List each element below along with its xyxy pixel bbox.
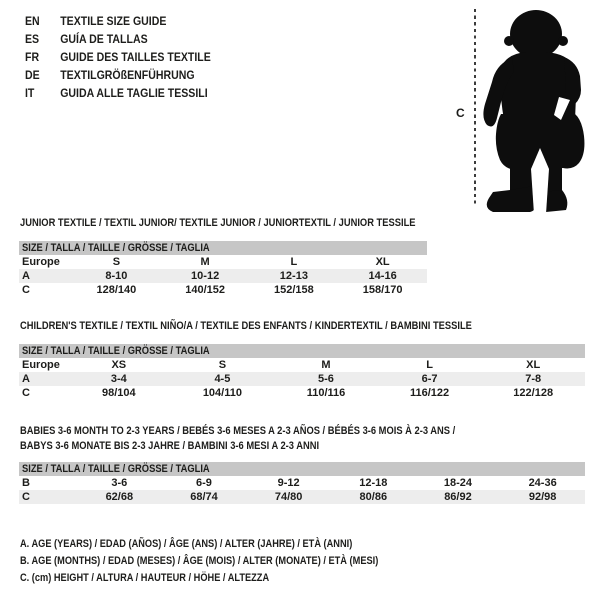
toddler-silhouette-icon [483,10,585,214]
legend-footnotes: A. AGE (YEARS) / EDAD (AÑOS) / ÂGE (ANS)… [20,536,447,587]
footnote-a: A. AGE (YEARS) / EDAD (AÑOS) / ÂGE (ANS)… [20,538,353,550]
size-cell: 74/80 [246,490,331,504]
size-cell: 80/86 [330,490,416,504]
size-cell: 86/92 [415,490,501,504]
size-header-band: SIZE / TALLA / TAILLE / GRÖSSE / TAGLIA [19,462,585,476]
row-label: B [22,477,30,489]
language-row: EN TEXTILE SIZE GUIDE [25,12,211,30]
table-row: C 62/68 68/74 74/80 80/86 86/92 92/98 [19,490,585,504]
size-cell: 68/74 [161,490,247,504]
size-header-cell: SIZE / TALLA / TAILLE / GRÖSSE / TAGLIA [19,241,427,255]
size-cell: 128/140 [96,284,137,296]
height-measure-label: C [456,106,465,120]
size-cell: 62/68 [77,490,162,504]
size-cell: 3-4 [67,372,171,386]
size-cell: XS [111,359,127,371]
size-cell: M [200,256,210,268]
junior-size-table: SIZE / TALLA / TAILLE / GRÖSSE / TAGLIA E… [19,241,427,297]
babies-size-table: SIZE / TALLA / TAILLE / GRÖSSE / TAGLIA B… [19,462,585,504]
table-row: C 128/140 140/152 152/158 158/170 [19,283,427,297]
size-cell: 140/152 [185,284,225,296]
language-label: GUÍA DE TALLAS [60,32,148,46]
table-title-line: CHILDREN'S TEXTILE / TEXTIL NIÑO/A / TEX… [20,320,472,332]
size-cell: 152/158 [273,284,314,296]
row-label: C [22,284,30,296]
table-row: B 3-6 6-9 9-12 12-18 18-24 24-36 [19,476,585,490]
language-row: ES GUÍA DE TALLAS [25,30,211,48]
size-cell: 14-16 [338,269,427,283]
size-cell: 104/110 [202,387,242,399]
language-label: TEXTILGRÖßENFÜHRUNG [60,68,195,82]
size-cell: XL [526,359,541,371]
size-cell: 12-13 [249,269,339,283]
table-row: A 3-4 4-5 5-6 6-7 7-8 [19,372,585,386]
size-header-band: SIZE / TALLA / TAILLE / GRÖSSE / TAGLIA [19,344,585,358]
language-code: IT [25,86,35,100]
size-cell: 24-36 [528,477,557,489]
size-cell: 92/98 [500,490,585,504]
size-cell: M [321,359,331,371]
size-cell: 116/122 [410,387,450,399]
size-cell: L [290,256,298,268]
size-cell: XL [375,256,390,268]
table-title-line: BABYS 3-6 MONATE BIS 2-3 JAHRE / BAMBINI… [20,439,320,452]
size-cell: 9-12 [277,477,300,489]
table-title-line: JUNIOR TEXTILE / TEXTIL JUNIOR/ TEXTILE … [20,217,416,229]
language-code: ES [25,32,40,46]
table-row: C 98/104 104/110 110/116 116/122 122/128 [19,386,585,400]
size-cell: 6-9 [196,477,212,489]
row-label: C [22,387,30,399]
size-cell: 110/116 [306,387,346,399]
size-cell: 12-18 [359,477,388,489]
row-label: A [19,372,67,386]
babies-table-title: BABIES 3-6 MONTH TO 2-3 YEARS / BEBÉS 3-… [20,424,532,453]
language-row: FR GUIDE DES TAILLES TEXTILE [25,48,211,66]
footnote-c: C. (cm) HEIGHT / ALTURA / HAUTEUR / HÖHE… [20,572,270,584]
children-table-title: CHILDREN'S TEXTILE / TEXTIL NIÑO/A / TEX… [20,319,552,334]
language-row: DE TEXTILGRÖßENFÜHRUNG [25,66,211,84]
size-cell: 10-12 [160,269,250,283]
row-label: A [19,269,72,283]
size-cell: 122/128 [513,387,554,399]
language-row: IT GUIDA ALLE TAGLIE TESSILI [25,84,211,102]
size-cell: L [426,359,433,371]
size-header-cell: SIZE / TALLA / TAILLE / GRÖSSE / TAGLIA [19,344,585,358]
table-row: A 8-10 10-12 12-13 14-16 [19,269,427,283]
size-header-band: SIZE / TALLA / TAILLE / GRÖSSE / TAGLIA [19,241,427,255]
size-cell: 98/104 [101,387,136,399]
row-label: Europe [22,359,60,371]
row-label: C [19,490,77,504]
size-cell: 5-6 [274,372,378,386]
language-code: FR [25,50,40,64]
size-cell: 4-5 [170,372,275,386]
language-label: TEXTILE SIZE GUIDE [60,14,167,28]
table-row: Europe XS S M L XL [19,358,585,372]
language-code: EN [25,14,40,28]
size-cell: 6-7 [377,372,482,386]
footnote-b: B. AGE (MONTHS) / EDAD (MESES) / ÂGE (MO… [20,555,379,567]
table-title-line: BABIES 3-6 MONTH TO 2-3 YEARS / BEBÉS 3-… [20,425,456,437]
size-header-text: SIZE / TALLA / TAILLE / GRÖSSE / TAGLIA [22,463,210,475]
size-cell: 7-8 [481,372,585,386]
size-cell: 8-10 [72,269,161,283]
size-cell: S [112,256,121,268]
size-cell: 18-24 [443,477,473,489]
size-header-text: SIZE / TALLA / TAILLE / GRÖSSE / TAGLIA [22,345,210,357]
children-size-table: SIZE / TALLA / TAILLE / GRÖSSE / TAGLIA E… [19,344,585,400]
size-cell: 158/170 [362,284,403,296]
size-cell: S [218,359,227,371]
row-label: Europe [22,256,60,268]
size-header-cell: SIZE / TALLA / TAILLE / GRÖSSE / TAGLIA [19,462,585,476]
size-cell: 3-6 [111,477,128,489]
junior-table-title: JUNIOR TEXTILE / TEXTIL JUNIOR/ TEXTILE … [20,216,485,231]
language-code: DE [25,68,40,82]
language-list: EN TEXTILE SIZE GUIDE ES GUÍA DE TALLAS … [25,12,236,102]
table-row: Europe S M L XL [19,255,427,269]
size-header-text: SIZE / TALLA / TAILLE / GRÖSSE / TAGLIA [22,242,210,254]
language-label: GUIDA ALLE TAGLIE TESSILI [60,86,208,100]
language-label: GUIDE DES TAILLES TEXTILE [60,50,211,64]
height-measure-dashed-line [474,9,476,207]
